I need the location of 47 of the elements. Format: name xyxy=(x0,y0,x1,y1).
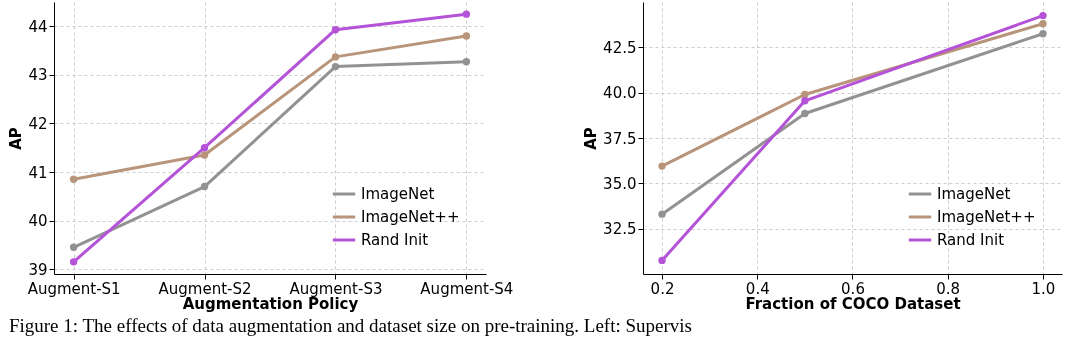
point xyxy=(200,151,209,159)
x-tick-label: Augment-S2 xyxy=(158,279,252,298)
y-tick-label: 40.0 xyxy=(603,84,637,103)
y-tick-label: 37.5 xyxy=(603,129,637,148)
x-tick-label: Augment-S3 xyxy=(289,279,383,298)
legend-label: Rand Init xyxy=(937,231,1005,249)
point xyxy=(200,144,209,152)
y-tick-label: 41 xyxy=(28,163,48,182)
point xyxy=(658,256,666,265)
y-axis-title: AP xyxy=(7,127,26,150)
point xyxy=(462,32,471,40)
point xyxy=(69,258,78,266)
y-tick-label: 39 xyxy=(28,260,48,279)
y-tick-label: 42.5 xyxy=(603,38,637,57)
x-tick-label: Augment-S4 xyxy=(420,279,514,298)
point xyxy=(1039,20,1047,28)
y-tick-label: 35.0 xyxy=(603,174,637,193)
legend-label: ImageNet xyxy=(937,185,1011,203)
point xyxy=(331,25,340,34)
point xyxy=(462,10,471,18)
point xyxy=(462,58,471,66)
x-tick-label: 0.2 xyxy=(650,279,675,298)
y-tick-label: 43 xyxy=(28,66,48,85)
y-tick-label: 44 xyxy=(28,17,48,36)
legend-label: Rand Init xyxy=(361,231,429,249)
x-tick-label: Augment-S1 xyxy=(27,279,121,298)
point xyxy=(69,243,78,251)
point xyxy=(801,109,809,118)
point xyxy=(200,182,209,191)
point xyxy=(801,97,809,105)
legend-label: ImageNet xyxy=(361,185,435,203)
point xyxy=(1039,30,1047,38)
y-tick-label: 42 xyxy=(28,114,48,133)
point xyxy=(801,90,809,99)
point xyxy=(69,175,78,183)
x-tick-label: 1.0 xyxy=(1031,279,1056,298)
point xyxy=(658,210,666,218)
y-axis-title: AP xyxy=(582,127,601,150)
point xyxy=(1039,11,1047,20)
point xyxy=(658,162,666,170)
caption: Figure 1: The effects of data augmentation and dataset size on pre-training. Left: Supervis xyxy=(8,315,693,336)
point xyxy=(331,53,340,61)
y-tick-label: 40 xyxy=(28,212,48,231)
point xyxy=(331,62,340,71)
legend-label: ImageNet++ xyxy=(937,208,1036,226)
y-tick-label: 32.5 xyxy=(603,220,637,239)
legend-label: ImageNet++ xyxy=(361,208,460,226)
